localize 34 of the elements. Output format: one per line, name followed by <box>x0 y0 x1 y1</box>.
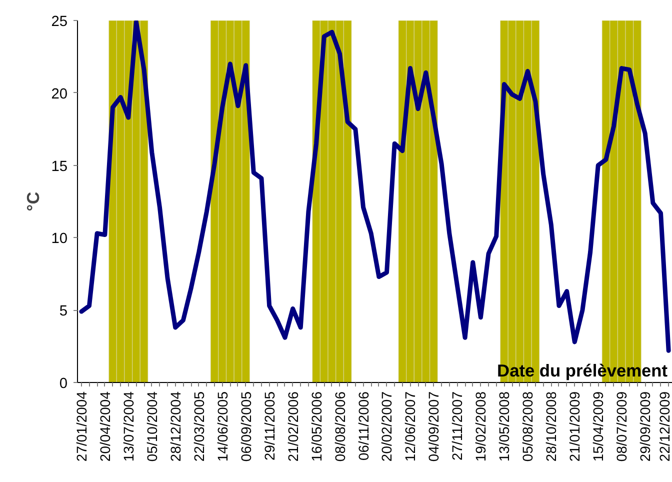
x-tick-label: 28/10/2008 <box>543 391 560 462</box>
y-tick-label: 0 <box>59 376 68 392</box>
x-tick-label: 29/09/2009 <box>637 391 654 462</box>
x-tick-label: 29/11/2005 <box>261 391 278 461</box>
x-tick-label: 08/07/2009 <box>614 391 630 462</box>
x-tick-label: 28/12/2004 <box>167 391 184 462</box>
x-tick-label: 19/02/2008 <box>472 391 489 462</box>
x-tick-label: 13/07/2004 <box>120 391 136 462</box>
x-tick-label: 12/06/2007 <box>402 391 418 462</box>
x-tick-label: 13/05/2008 <box>496 391 512 462</box>
y-tick-label: 20 <box>51 86 68 102</box>
x-tick-label: 15/04/2009 <box>590 391 606 462</box>
y-tick-label: 25 <box>51 14 68 30</box>
x-tick-label: 05/08/2008 <box>520 391 536 462</box>
x-tick-label: 27/01/2004 <box>73 391 90 462</box>
line-series <box>79 20 671 353</box>
y-tick-label: 15 <box>51 158 68 175</box>
x-tick-label: 06/11/2006 <box>355 391 372 461</box>
x-tick-label: 21/01/2009 <box>566 391 583 462</box>
x-tick-label: 08/08/2006 <box>332 391 348 462</box>
y-axis-title: °C <box>23 191 44 212</box>
x-tick-label: 21/02/2006 <box>284 391 301 462</box>
x-tick-label: 06/09/2005 <box>238 391 254 462</box>
x-tick-label: 16/05/2006 <box>308 391 324 462</box>
x-tick-label: 04/09/2007 <box>426 391 442 462</box>
x-tick-label: 05/10/2004 <box>144 391 160 462</box>
x-tick-label: 14/06/2005 <box>214 391 230 462</box>
y-tick-label: 10 <box>51 231 68 248</box>
x-tick-label: 20/02/2007 <box>378 391 395 462</box>
x-tick-label: 27/11/2007 <box>449 391 466 461</box>
x-tick-label: 22/03/2005 <box>190 391 207 462</box>
x-tick-label: 20/04/2004 <box>96 391 113 462</box>
x-tick-label: 22/12/2009 <box>656 391 672 462</box>
y-tick-label: 5 <box>59 304 68 320</box>
